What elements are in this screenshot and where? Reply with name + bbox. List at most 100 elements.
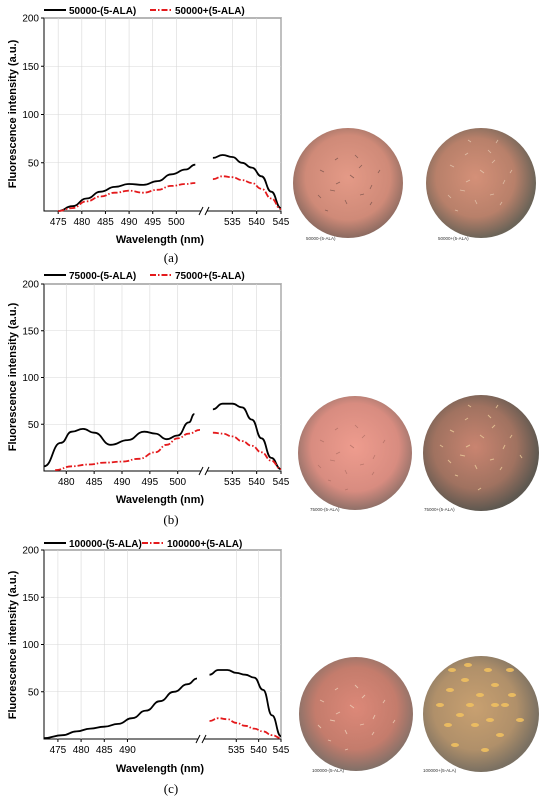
axis-break-mark: [201, 734, 207, 744]
y-tick-label: 150: [22, 593, 39, 604]
dish-label-a-2: 50000+(5-ALA): [438, 236, 469, 241]
x-tick-label: 475: [50, 217, 67, 228]
y-tick-label: 100: [22, 640, 39, 651]
series-c: [43, 669, 282, 739]
dish-image-a-2: 50000+(5-ALA): [426, 128, 536, 241]
series-line-b-1-part0: [55, 429, 201, 471]
x-tick-label: 545: [273, 745, 290, 756]
x-tick-label: 535: [224, 477, 241, 488]
dish-label-c-1: 100000-(5-ALA): [312, 768, 345, 773]
x-tick-label: 480: [58, 477, 75, 488]
y-tick-label: 150: [22, 326, 39, 337]
legend-label-b-1: 75000+(5-ALA): [175, 271, 245, 282]
x-tick-label: 540: [248, 477, 265, 488]
axis-break-gap: [201, 207, 207, 215]
x-tick-label: 495: [142, 477, 159, 488]
x-tick-label: 535: [228, 745, 245, 756]
x-axis-title-a: Wavelength (nm): [116, 234, 205, 246]
series-line-b-1-part1: [212, 431, 282, 470]
dish-label-a-1: 50000-(5-ALA): [306, 236, 336, 241]
x-axis-title-b: Wavelength (nm): [116, 494, 205, 506]
axis-break-mark: [204, 206, 210, 216]
caption-b: (b): [163, 512, 178, 527]
legend-label-a-1: 50000+(5-ALA): [175, 6, 245, 17]
x-tick-label: 545: [273, 217, 290, 228]
legend-label-c-1: 100000+(5-ALA): [167, 539, 242, 550]
x-axis-title-c: Wavelength (nm): [116, 763, 205, 775]
legend-a: 50000-(5-ALA) 50000+(5-ALA): [44, 6, 245, 17]
series-line-c-0-part0: [43, 677, 198, 739]
dish-image-b-2: 75000+(5-ALA): [423, 395, 539, 512]
dish-image-a-1: 50000-(5-ALA): [293, 128, 403, 241]
x-ticks-c: 475 480 485 490 535 540 545: [50, 734, 290, 756]
panel-c: 100000-(5-ALA) 100000+(5-ALA) 50 100 150 20…: [7, 539, 539, 796]
plot-b: 50 100 150 200 480 485 490 495 500 535 540 545 Wav…: [7, 280, 290, 507]
dish-image-c-1: 100000-(5-ALA): [299, 657, 413, 773]
series-a: [58, 154, 282, 212]
y-tick-label: 100: [22, 373, 39, 384]
x-tick-label: 490: [114, 477, 131, 488]
series-line-a-0-part0: [58, 163, 196, 212]
series-line-a-0-part1: [212, 154, 282, 209]
legend-label-b-0: 75000-(5-ALA): [69, 271, 136, 282]
panel-a: 50000-(5-ALA) 50000+(5-ALA) 50100150200 …: [7, 6, 536, 265]
y-ticks-a: 50 100 150 200: [22, 14, 44, 169]
grid-b: [44, 283, 282, 471]
x-ticks-b: 480 485 490 495 500 535 540 545: [58, 466, 290, 488]
dish-image-c-2: 100000+(5-ALA): [423, 656, 539, 773]
series-line-c-0-part1: [209, 669, 282, 738]
plot-c: 50 100 150 200 475 480 485 490 535 540 545 Wavele…: [7, 546, 290, 776]
x-tick-label: 540: [248, 217, 265, 228]
y-tick-label: 50: [28, 420, 40, 431]
y-ticks-c: 50 100 150 200: [22, 546, 44, 698]
x-tick-label: 480: [73, 217, 90, 228]
y-axis-title-c: Fluorescence intensity (a.u.): [7, 570, 19, 719]
x-tick-label: 500: [168, 217, 185, 228]
grid-c: [44, 549, 282, 739]
y-tick-label: 200: [22, 280, 39, 291]
x-tick-label: 500: [169, 477, 186, 488]
axis-break-gap: [198, 735, 204, 743]
dish-label-c-2: 100000+(5-ALA): [423, 768, 457, 773]
x-tick-label: 485: [97, 217, 114, 228]
series-line-a-1-part0: [58, 182, 196, 212]
y-tick-label: 150: [22, 62, 39, 73]
series-line-b-0-part1: [212, 402, 282, 470]
y-tick-label: 50: [28, 158, 40, 169]
axis-break-mark: [198, 466, 204, 476]
series-line-c-1-part1: [209, 717, 282, 739]
legend-c: 100000-(5-ALA) 100000+(5-ALA): [44, 539, 242, 550]
axis-break-gap: [201, 467, 207, 475]
y-axis-title-b: Fluorescence intensity (a.u.): [7, 302, 19, 451]
x-tick-label: 490: [119, 745, 136, 756]
y-tick-label: 50: [28, 687, 40, 698]
x-ticks-a: 475 480 485 490 495 500 535 540 545: [50, 206, 290, 228]
panel-b: 75000-(5-ALA) 75000+(5-ALA) 50 100 150 200 …: [7, 271, 539, 527]
x-tick-label: 480: [73, 745, 90, 756]
y-tick-label: 100: [22, 110, 39, 121]
y-axis-title-a: Fluorescence intensity (a.u.): [7, 39, 19, 188]
x-tick-label: 540: [250, 745, 267, 756]
axis-break-mark: [195, 734, 201, 744]
grid-a: [44, 17, 282, 211]
axis-break-mark: [198, 206, 204, 216]
caption-c: (c): [164, 781, 178, 796]
x-tick-label: 545: [273, 477, 290, 488]
x-tick-label: 485: [96, 745, 113, 756]
dish-image-b-1: 75000-(5-ALA): [298, 396, 412, 512]
y-tick-label: 200: [22, 546, 39, 557]
x-tick-label: 535: [224, 217, 241, 228]
y-tick-label: 200: [22, 14, 39, 25]
series-line-a-1-part1: [212, 175, 282, 210]
x-tick-label: 475: [50, 745, 67, 756]
x-tick-label: 485: [86, 477, 103, 488]
caption-a: (a): [164, 250, 178, 265]
y-ticks-b: 50 100 150 200: [22, 280, 44, 431]
series-b: [43, 402, 282, 471]
dish-label-b-2: 75000+(5-ALA): [424, 507, 455, 512]
legend-label-a-0: 50000-(5-ALA): [69, 6, 136, 17]
legend-b: 75000-(5-ALA) 75000+(5-ALA): [44, 271, 245, 282]
legend-label-c-0: 100000-(5-ALA): [69, 539, 142, 550]
